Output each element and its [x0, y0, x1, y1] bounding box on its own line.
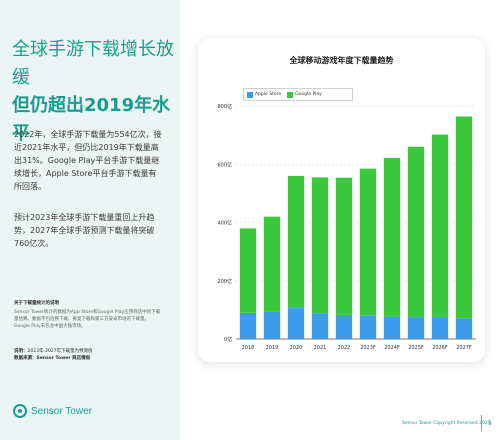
logo-text: Sensor Tower [31, 405, 92, 417]
x-tick-label: 2022 [338, 345, 351, 351]
bar-google-play-2026F [431, 134, 449, 319]
bar-google-play-2020 [287, 175, 305, 309]
x-tick-label: 2027F [456, 345, 472, 351]
x-tick-label: 2018 [242, 345, 255, 351]
headline: 全球手游下载增长放缓 但仍超出2019年水平 [12, 36, 177, 148]
logo-icon [13, 404, 27, 418]
bar-google-play-2022 [335, 177, 353, 315]
summary-paragraph-2: 预计2023年全球手游下载量重回上升趋势，2027年全球手游预测下载量将突破76… [14, 213, 155, 248]
labels-layer: 0亿 200亿 400亿 600亿 800亿 2018 2019 2020 2021 2022 20… [217, 103, 471, 351]
y-tick-label: 200亿 [217, 278, 232, 285]
x-tick-label: 2021 [314, 345, 327, 351]
bar-google-play-2023F [359, 168, 377, 316]
bar-google-play-2018 [239, 228, 257, 313]
x-tick-label: 2019 [266, 345, 279, 351]
y-tick-label: 400亿 [217, 220, 232, 227]
page-number: 5 [488, 420, 492, 427]
bar-apple-store-2022 [335, 314, 353, 339]
bar-apple-store-2026F [431, 318, 449, 339]
bar-google-play-2027F [455, 116, 473, 319]
legend-swatch-apple [247, 91, 253, 98]
bar-apple-store-2021 [311, 313, 329, 339]
chart-legend: Apple Store Google Play [243, 88, 353, 101]
headline-line2: 但仍超出2019年水平 [12, 95, 171, 144]
bars-layer [239, 116, 473, 339]
y-tick-label: 600亿 [217, 161, 232, 168]
remark-label: 说明： [14, 349, 28, 354]
bar-google-play-2025F [407, 146, 425, 318]
headline-line1: 全球手游下载增长放缓 [12, 39, 174, 88]
y-tick-label: 0亿 [224, 336, 232, 343]
legend-label-google: Google Play [295, 92, 322, 97]
bar-google-play-2019 [263, 216, 281, 312]
left-panel [0, 0, 180, 440]
source-line: 数据来源：Sensor Tower 商店情报 [14, 355, 164, 362]
bar-google-play-2024F [383, 157, 401, 317]
notes-text: Sensor Tower统计的数据为App Store和Google Play应… [14, 310, 161, 329]
bar-apple-store-2019 [263, 311, 281, 339]
bar-apple-store-2020 [287, 308, 305, 339]
footer-copyright: Sensor Tower Copyright Reserved 2023 [402, 421, 491, 426]
bar-apple-store-2024F [383, 316, 401, 339]
chart-title: 全球移动游戏年度下载量趋势 [289, 56, 394, 65]
notes-title: 关于下载量统计的说明 [14, 301, 59, 306]
x-tick-label: 2025F [408, 345, 424, 351]
bar-apple-store-2027F [455, 318, 473, 339]
x-tick-label: 2023F [360, 345, 376, 351]
legend-item-apple: Apple Store [247, 91, 282, 98]
x-tick-label: 2020 [290, 345, 303, 351]
source-label: 数据来源： [14, 356, 37, 361]
footer-divider [481, 415, 482, 431]
legend-swatch-google [287, 91, 294, 98]
legend-label-apple: Apple Store [255, 92, 282, 97]
sensor-tower-logo: Sensor Tower [13, 404, 92, 418]
remark-line: 说明：2023年-2027年下载量为预测值 [14, 348, 164, 355]
x-tick-label: 2024F [384, 345, 400, 351]
summary-paragraph-1: 2022年，全球手游下载量为554亿次，接近2021年水平，但仍比2019年下载… [14, 130, 162, 191]
legend-item-google: Google Play [287, 91, 322, 98]
bar-google-play-2021 [311, 177, 329, 314]
bar-apple-store-2025F [407, 317, 425, 339]
source-text: Sensor Tower 商店情报 [36, 356, 91, 361]
x-tick-label: 2026F [432, 345, 448, 351]
notes-extra: 说明：2023年-2027年下载量为预测值 数据来源：Sensor Tower … [14, 348, 164, 362]
remark-text: 2023年-2027年下载量为预测值 [27, 349, 93, 354]
bar-apple-store-2023F [359, 315, 377, 339]
bar-apple-store-2018 [239, 312, 257, 339]
y-tick-label: 800亿 [217, 103, 232, 110]
